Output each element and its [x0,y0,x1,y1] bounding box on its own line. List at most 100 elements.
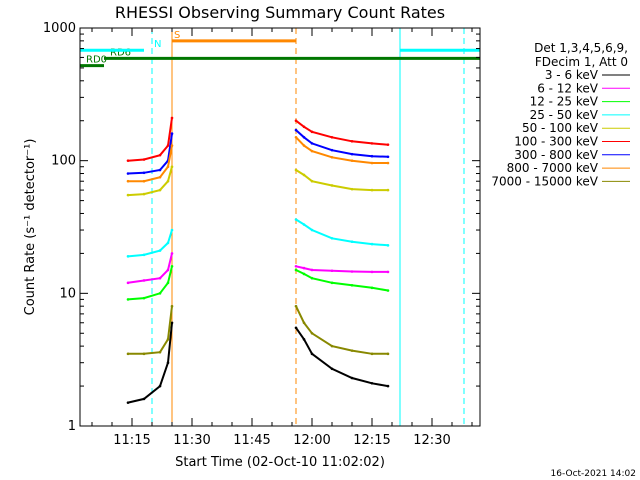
series-point-8-1-3 [158,175,162,179]
series-point-6-2-6 [370,142,374,145]
series-point-9-2-4 [330,344,334,348]
series-point-9-1-2 [142,352,146,356]
series-point-2-1-2 [142,279,146,282]
series-line-7-segment-1 [127,133,173,175]
series-point-7-2-4 [330,148,334,152]
series-point-6-2-1 [294,119,298,123]
flag-label-rd6: RD6 [110,47,131,58]
x-tick-label-3: 11:45 [233,433,270,448]
series-point-9-2-5 [350,349,354,352]
series-point-5-2-4 [330,184,334,187]
series-point-2-1-3 [158,276,162,280]
series-point-2-2-2 [302,266,306,270]
series-point-7-2-6 [370,154,374,158]
series-point-5-2-5 [350,187,354,191]
series-line-4-segment-2 [295,218,389,247]
legend-entry-8: 800 - 7000 keV [507,161,599,175]
x-axis-label: Start Time (02-Oct-10 11:02:02) [175,455,385,470]
series-point-4-2-3 [310,228,314,232]
series-point-7-1-3 [158,168,162,172]
x-tick-label-4: 12:00 [293,433,330,448]
series-line-9-segment-1 [128,306,173,355]
legend-entry-5: 50 - 100 keV [522,121,599,135]
series-point-9-1-3 [158,350,162,354]
series-point-6-2-5 [350,139,354,143]
series-point-3-2-6 [370,286,374,290]
series-point-5-2-6 [370,188,374,192]
series-point-4-2-5 [350,240,354,244]
series-point-3-1-3 [158,292,162,295]
series-point-5-2-1 [294,168,298,172]
legend-entry-1: 3 - 6 keV [545,68,599,82]
flag-label-rd0: RD0 [86,55,107,66]
series-point-8-2-4 [330,156,334,159]
series-point-4-1-5 [170,228,174,232]
series-point-1-2-4 [330,367,334,371]
series-point-3-1-1 [126,298,130,301]
series-point-4-2-4 [330,236,334,240]
footer-timestamp: 16-Oct-2021 14:02 [551,469,636,479]
legend-entry-4: 25 - 50 keV [530,108,599,122]
y-tick-label-1: 1 [68,419,76,434]
series-point-8-1-1 [126,179,130,183]
series-point-2-2-6 [370,270,374,274]
series-point-1-1-2 [142,397,146,401]
series-point-7-2-2 [302,136,306,139]
x-tick-label-1: 11:15 [113,433,150,448]
series-point-7-1-5 [170,132,174,135]
series-point-1-1-5 [170,321,174,325]
series-point-8-1-2 [142,179,146,183]
series-point-9-1-4 [166,338,170,341]
series-point-7-2-5 [350,152,354,156]
series-point-4-2-2 [302,223,306,226]
series-point-2-2-7 [386,270,390,274]
series-point-2-2-3 [310,268,314,272]
series-point-1-1-3 [158,384,162,388]
series-point-2-1-1 [126,281,130,285]
x-tick-label-6: 12:30 [413,433,450,448]
series-point-4-1-2 [142,253,146,257]
series-line-6-segment-1 [127,117,173,162]
series-point-1-1-4 [166,361,170,365]
series-point-1-1-1 [126,401,130,404]
series-point-4-2-1 [294,218,298,221]
series-line-2-segment-2 [295,265,388,273]
legend-entry-2: 6 - 12 keV [537,81,599,95]
series-point-1-2-7 [386,384,390,388]
series-point-7-2-1 [294,128,298,132]
series-point-3-2-2 [302,272,306,276]
x-tick-label-5: 12:15 [353,433,390,448]
series-point-8-2-7 [386,161,390,165]
series-point-8-2-1 [294,136,298,139]
axes: 1 10 100 1000 11:15 11:30 11:45 12:00 12:15 12:30 [43,21,480,448]
legend-header-line-1: Det 1,3,4,5,6,9, [534,41,628,55]
series-point-6-1-3 [158,153,162,157]
y-axis-label: Count Rate (s⁻¹ detector⁻¹) [23,139,38,316]
series-point-2-2-5 [350,270,354,273]
y-tick-label-3: 100 [51,154,76,169]
flag-label-s: S [174,30,180,41]
series-point-4-2-6 [370,242,374,246]
series-point-3-1-4 [166,281,170,285]
series-point-3-2-4 [330,281,334,285]
series-point-3-1-5 [170,264,174,268]
series-point-6-1-1 [126,159,130,162]
series-line-9-segment-2 [295,305,388,355]
series-point-1-2-3 [310,352,314,356]
series-point-5-1-2 [142,192,146,196]
series-point-8-2-6 [370,161,374,165]
legend-entry-6: 100 - 300 keV [514,135,598,149]
chart-title: RHESSI Observing Summary Count Rates [115,3,445,22]
series-point-9-2-1 [294,304,298,308]
y-tick-label-2: 10 [59,286,76,301]
series-line-1-segment-1 [127,322,173,404]
series-point-6-1-4 [166,144,170,147]
series-point-5-2-7 [386,188,390,192]
series-point-1-2-5 [350,376,354,380]
series-point-6-2-7 [386,143,390,146]
series-point-2-1-4 [166,268,170,272]
series-point-8-2-3 [310,149,314,153]
series-point-6-2-2 [302,125,306,129]
